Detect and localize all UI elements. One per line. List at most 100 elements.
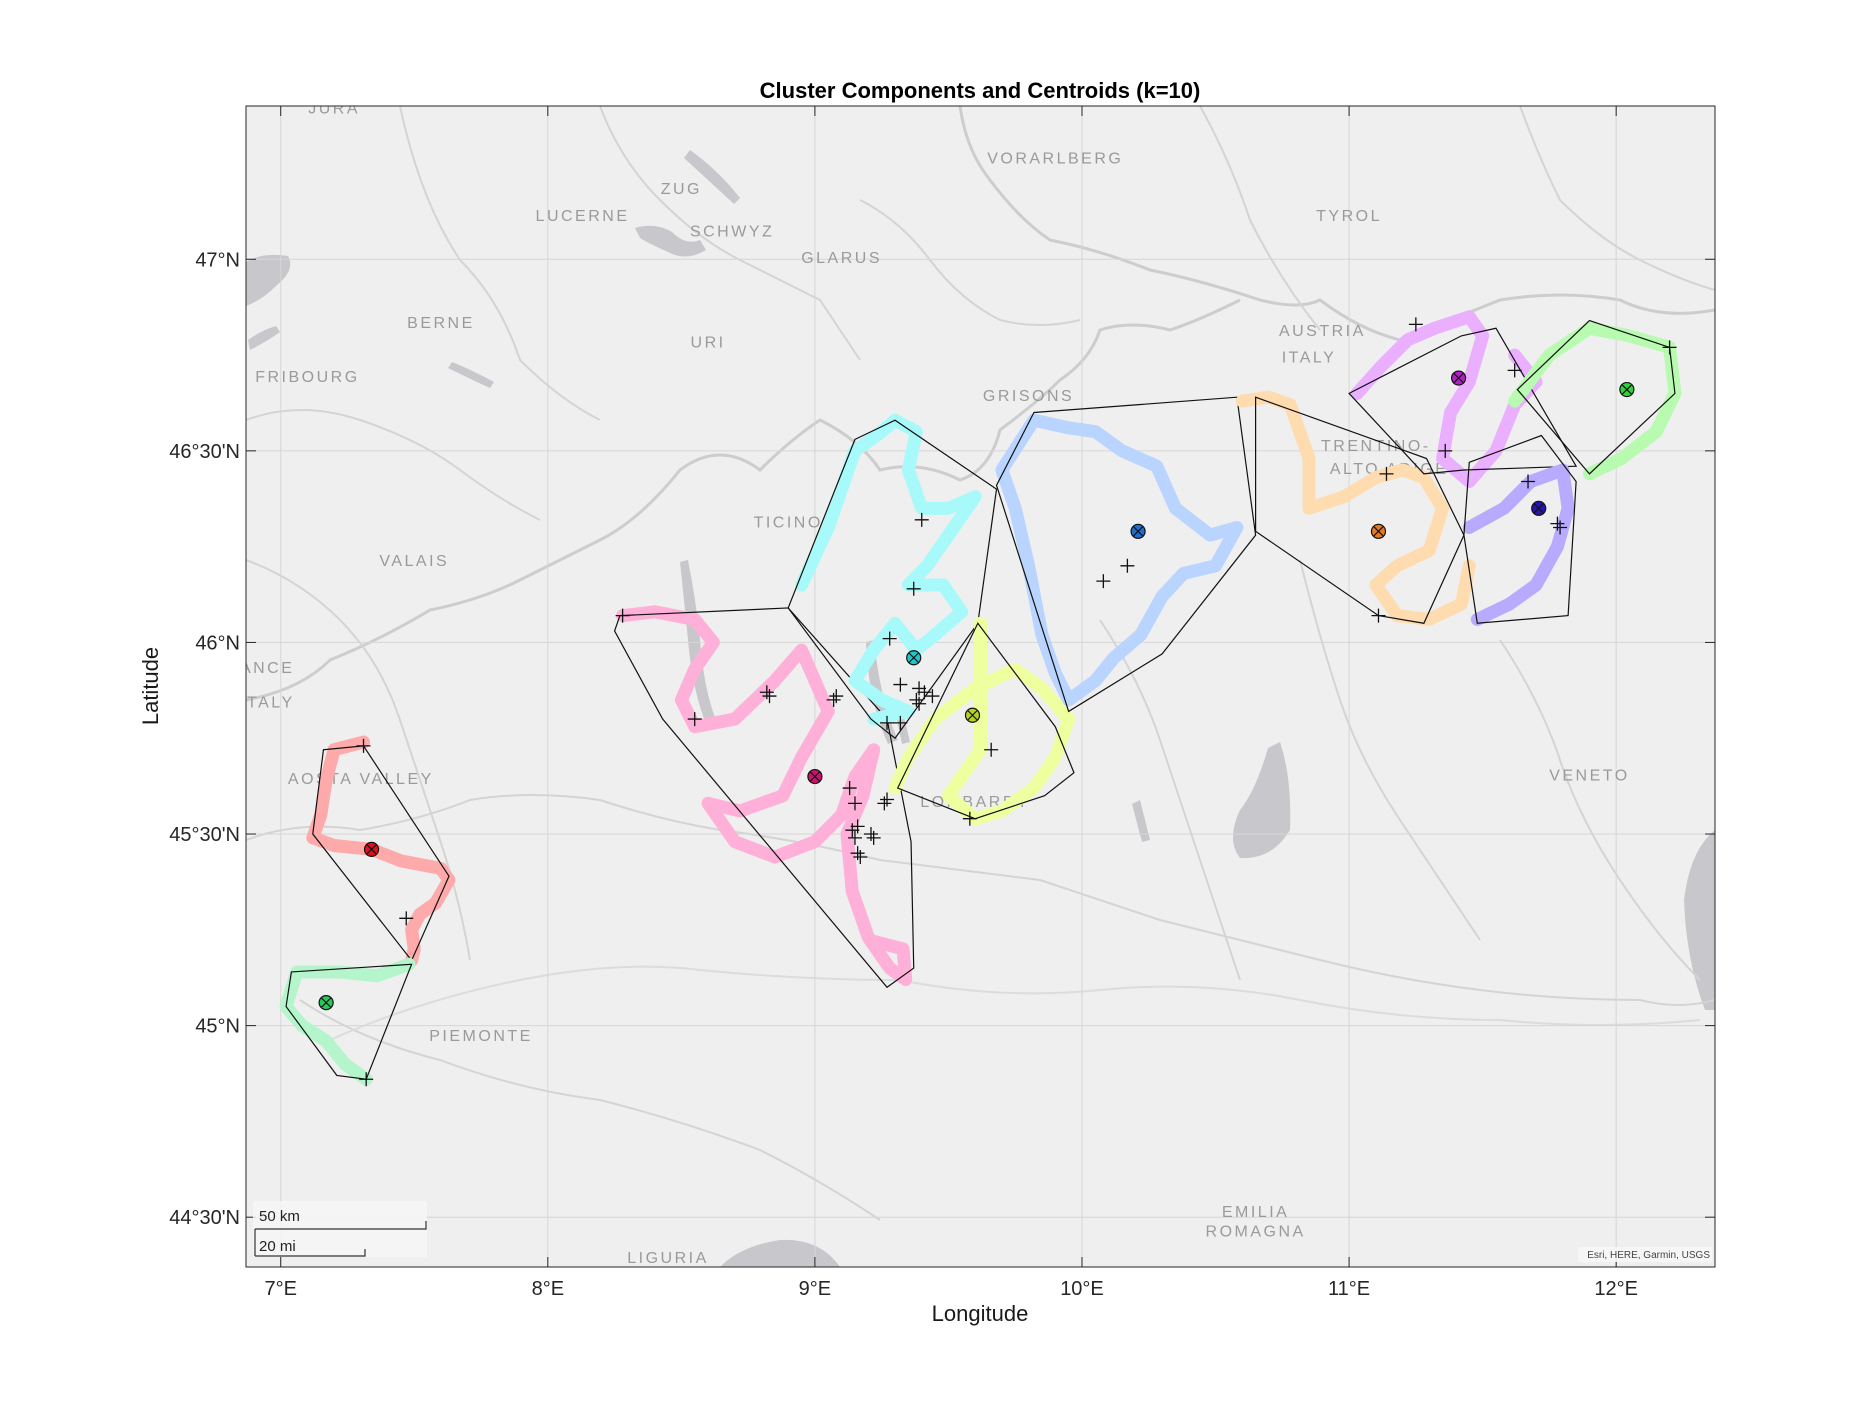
member-point-marker — [917, 685, 932, 700]
cluster-track — [888, 616, 1076, 826]
lake-zurich — [684, 150, 740, 204]
member-point-marker — [912, 681, 927, 696]
y-tick-label: 46°N — [195, 632, 240, 654]
scale-bar-km: 50 km — [259, 1208, 300, 1225]
cluster-7 — [1348, 310, 1578, 489]
place-label: PIEMONTE — [429, 1028, 533, 1045]
lake-garda — [1233, 742, 1291, 859]
x-tick-label: 10°E — [1060, 1278, 1104, 1300]
cluster-4 — [888, 616, 1076, 826]
cluster-track — [616, 605, 913, 987]
centroid-cross — [908, 652, 919, 663]
region-border-6 — [299, 999, 881, 1221]
member-point-marker — [1553, 520, 1568, 535]
place-label: VORARLBERG — [987, 150, 1123, 167]
place-label: ITALY — [1282, 350, 1337, 367]
place-label: VALAIS — [379, 553, 449, 570]
member-point-marker — [1438, 443, 1453, 458]
member-point-marker — [906, 581, 921, 596]
cluster-track — [1350, 310, 1543, 489]
member-point-marker — [893, 677, 908, 692]
member-point-marker — [359, 1072, 374, 1087]
region-border-3 — [599, 106, 861, 361]
centroid-cross — [1373, 526, 1384, 537]
axes-box — [245, 105, 1716, 1268]
scale-bar: 50 km 20 mi — [253, 1201, 427, 1257]
cluster-1 — [279, 957, 416, 1087]
cluster-track — [1235, 390, 1476, 626]
place-label: EMILIA — [1222, 1204, 1289, 1221]
member-point-marker — [842, 781, 857, 796]
cluster-5 — [995, 396, 1257, 713]
member-point-marker — [1371, 608, 1386, 623]
river-po — [329, 965, 1701, 1041]
region-border-11 — [1199, 106, 1321, 331]
member-point-marker — [762, 689, 777, 704]
place-label: BERNE — [407, 315, 475, 332]
member-point-marker — [1096, 574, 1111, 589]
y-tick-label: 45°30'N — [169, 824, 240, 846]
adriatic-lagoon — [1684, 830, 1715, 1010]
region-border-4 — [859, 199, 1081, 326]
y-tick-label: 47°N — [195, 249, 240, 271]
basemap-layer: JURA ZUG VORARLBERG LUCERNE SCHWYZ TYROL GLARU… — [214, 106, 1715, 1267]
member-point-marker — [863, 827, 878, 842]
member-point-marker — [866, 830, 881, 845]
region-border-12 — [1519, 106, 1715, 291]
centroid-cross — [321, 997, 332, 1008]
region-border-1 — [246, 409, 541, 521]
member-point-marker — [1662, 340, 1677, 355]
clusters-layer — [279, 310, 1682, 1087]
place-label: ZUG — [661, 181, 702, 198]
centroid-cross — [1453, 373, 1464, 383]
place-label: GRISONS — [983, 388, 1074, 405]
country-border-ch-it — [246, 298, 1241, 702]
place-label: GLARUS — [801, 250, 882, 267]
region-border-9 — [1499, 639, 1701, 981]
place-label: ROMAGNA — [1206, 1223, 1306, 1240]
cluster-3 — [787, 413, 998, 740]
place-label: SCHWYZ — [690, 223, 774, 240]
lake-geneva — [246, 254, 291, 306]
x-tick-label: 8°E — [532, 1278, 564, 1300]
centroid-cross — [1133, 526, 1144, 537]
member-point-marker — [826, 692, 841, 707]
member-point-marker — [880, 792, 895, 807]
x-tick-label: 11°E — [1328, 1278, 1370, 1300]
member-point-marker — [1521, 474, 1536, 489]
cluster-hull — [1348, 327, 1578, 475]
chart-title: Cluster Components and Centroids (k=10) — [760, 78, 1201, 103]
place-label: ITALY — [240, 695, 295, 712]
member-point-marker — [925, 689, 940, 704]
cluster-hull — [1255, 396, 1465, 624]
member-point-marker — [1408, 317, 1423, 332]
place-label: TICINO — [754, 514, 823, 531]
member-point-marker — [1507, 363, 1522, 378]
country-border-ch-at — [958, 106, 1715, 342]
centroid-cross — [1533, 503, 1544, 514]
place-label: LUCERNE — [536, 208, 630, 225]
centroid-cross — [1621, 384, 1632, 395]
centroid-cross — [366, 844, 377, 855]
place-label: VENETO — [1549, 767, 1630, 784]
cluster-2 — [613, 605, 915, 989]
place-label: FRANCE — [214, 660, 295, 677]
cluster-hull — [1516, 319, 1676, 475]
region-border-8 — [1299, 559, 1481, 941]
place-label: URI — [691, 334, 726, 351]
x-tick-label: 12°E — [1594, 1278, 1638, 1300]
lake-thun — [448, 362, 494, 388]
attribution-background — [1578, 1247, 1712, 1262]
y-tick-label: 44°30'N — [169, 1207, 240, 1229]
cluster-track — [795, 413, 982, 726]
member-point-marker — [759, 685, 774, 700]
cluster-8 — [1462, 434, 1577, 626]
cluster-9 — [1508, 319, 1682, 481]
member-point-marker — [687, 712, 702, 727]
centroid-cross — [809, 771, 820, 782]
member-point-marker — [847, 830, 862, 845]
place-label: LIGURIA — [627, 1250, 709, 1267]
place-label: TRENTINO- — [1321, 438, 1431, 455]
lake-lucerne — [635, 225, 706, 257]
